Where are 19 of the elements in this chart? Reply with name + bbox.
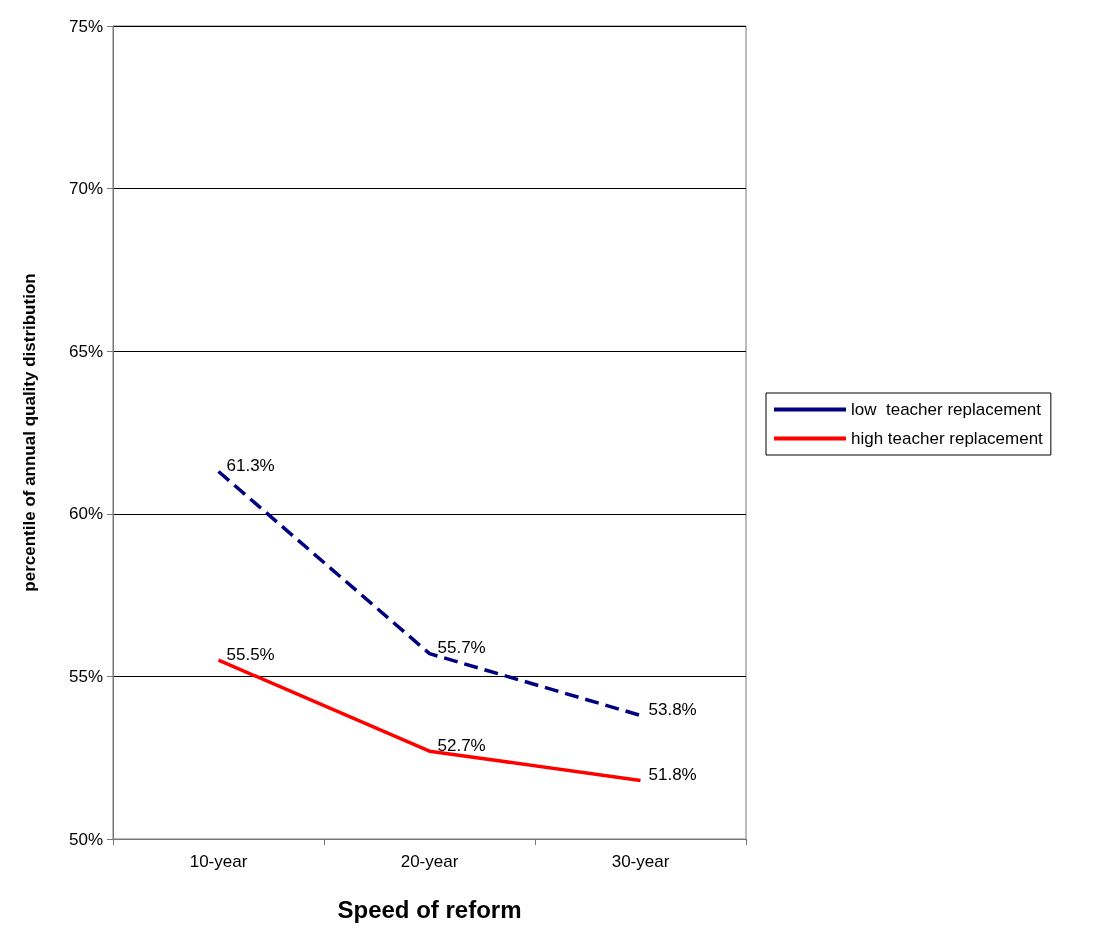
x-tick-label: 10-year [189,852,248,871]
y-tick-label: 60% [68,504,103,524]
y-tick-label: 50% [68,829,103,849]
y-tick-label: 75% [68,16,103,36]
data-label: 53.8% [648,699,697,719]
y-tick-label: 65% [68,341,103,361]
data-label: 55.5% [226,644,275,664]
y-tick-label: 70% [68,179,103,199]
legend-label: low teacher replacement [851,400,1042,419]
data-label: 61.3% [226,456,275,476]
x-axis-title: Speed of reform [337,895,522,923]
y-tick-label: 55% [68,666,103,686]
y-axis-title: percentile of annual quality distribution [20,273,39,592]
x-tick-label: 30-year [611,852,670,871]
data-label: 51.8% [648,764,697,784]
x-tick-label: 20-year [400,852,459,871]
data-label: 55.7% [437,638,486,658]
data-label: 52.7% [437,735,486,755]
legend-label: high teacher replacement [851,429,1044,448]
